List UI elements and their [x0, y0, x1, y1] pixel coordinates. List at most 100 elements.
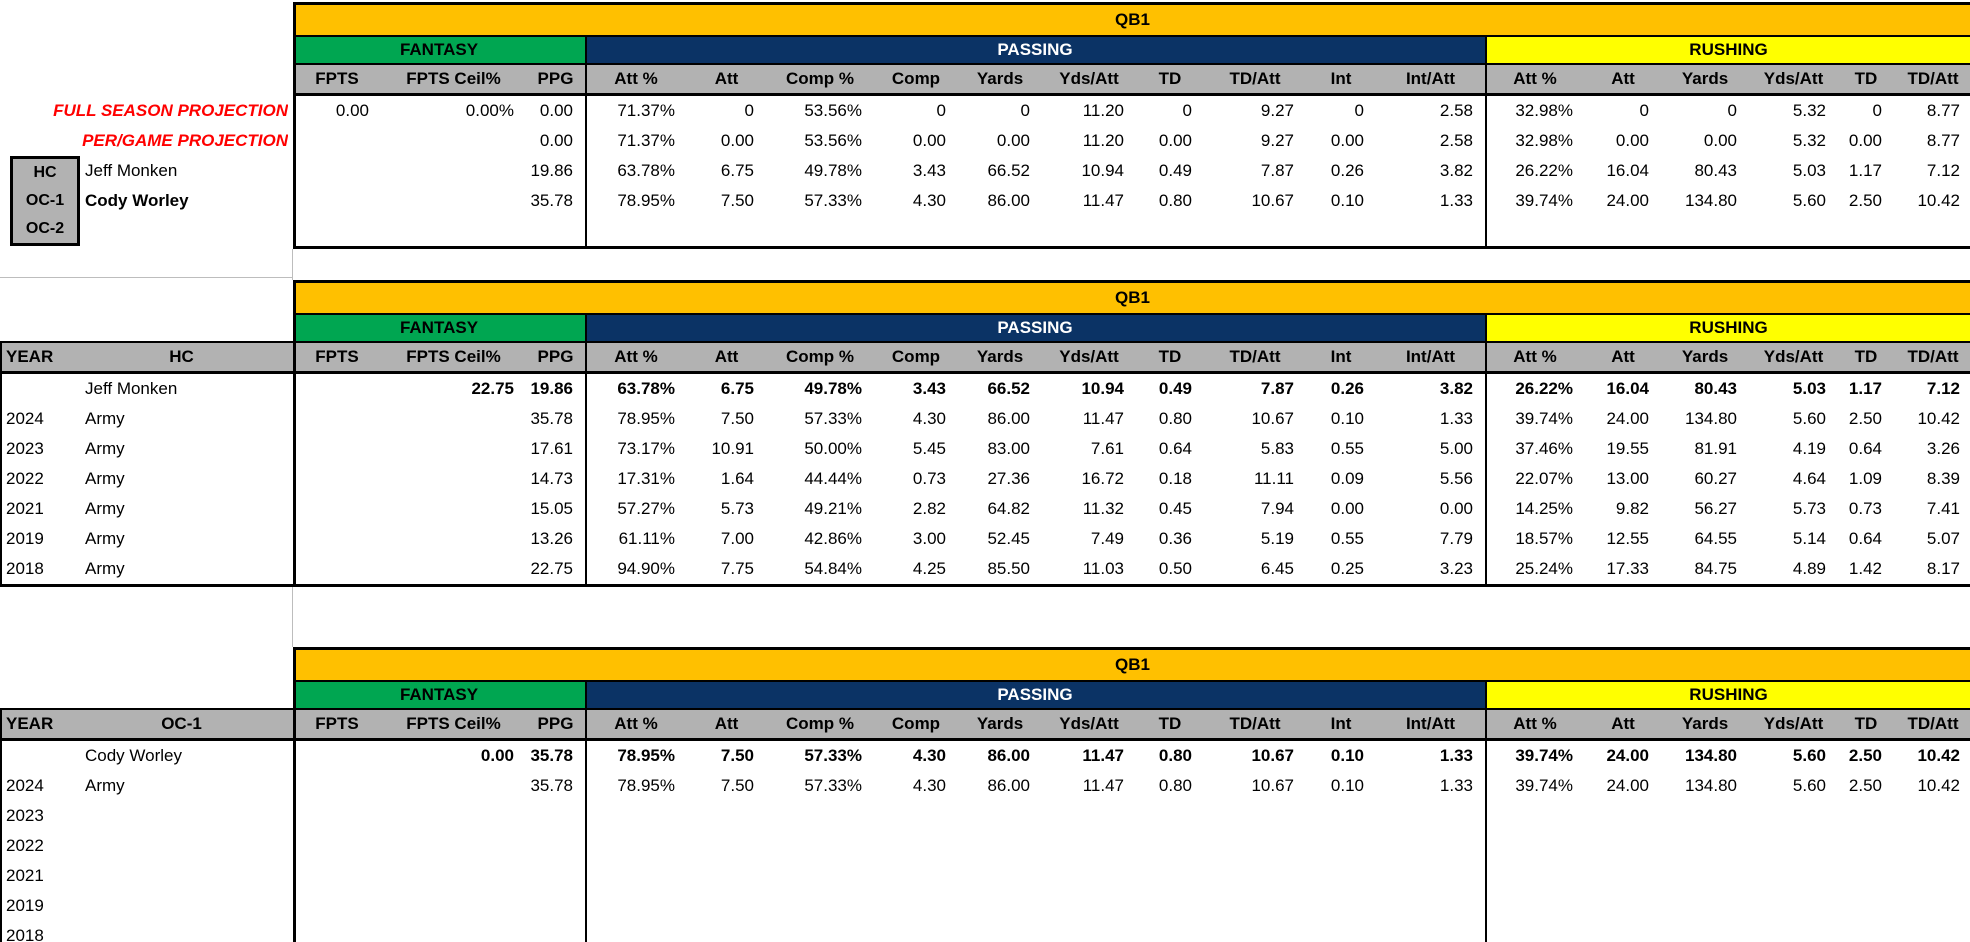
- stat-header-cell[interactable]: PPG: [526, 710, 585, 738]
- stat-header-cell[interactable]: Yards: [958, 343, 1042, 371]
- year-cell[interactable]: 2024: [6, 776, 44, 795]
- stat-cell[interactable]: 8.77: [1926, 101, 1960, 120]
- name-cell[interactable]: Jeff Monken: [85, 379, 178, 398]
- year-cell[interactable]: 2021: [6, 866, 44, 885]
- stat-cell[interactable]: 0.64: [1848, 439, 1882, 458]
- stat-cell[interactable]: 14.73: [530, 469, 573, 488]
- stat-cell[interactable]: 15.05: [530, 499, 573, 518]
- stat-cell[interactable]: 3.82: [1439, 161, 1473, 180]
- hc-name-cell[interactable]: Jeff Monken: [85, 161, 178, 180]
- fantasy-band[interactable]: FANTASY: [293, 315, 585, 341]
- stat-cell[interactable]: 0.49: [1158, 379, 1192, 398]
- stat-cell[interactable]: 5.03: [1792, 161, 1826, 180]
- stat-header-cell[interactable]: TD: [1136, 65, 1204, 93]
- stat-cell[interactable]: 0.50: [1158, 559, 1192, 578]
- stat-cell[interactable]: 7.75: [720, 559, 754, 578]
- stat-header-cell[interactable]: TD/Att: [1204, 710, 1306, 738]
- year-cell[interactable]: 2018: [6, 559, 44, 578]
- role-label-hc[interactable]: HC: [33, 164, 57, 181]
- stat-cell[interactable]: 35.78: [530, 191, 573, 210]
- stat-cell[interactable]: 57.33%: [804, 191, 862, 210]
- stat-cell[interactable]: 57.33%: [804, 776, 862, 795]
- stat-cell[interactable]: 5.60: [1792, 776, 1826, 795]
- stat-cell[interactable]: 27.36: [987, 469, 1030, 488]
- stat-cell[interactable]: 0.00%: [465, 101, 514, 120]
- stat-cell[interactable]: 57.33%: [804, 746, 862, 765]
- stat-header-cell[interactable]: Yards: [1661, 343, 1749, 371]
- stat-cell[interactable]: 9.27: [1260, 131, 1294, 150]
- stat-header-cell[interactable]: Comp: [874, 710, 958, 738]
- year-cell[interactable]: 2023: [6, 439, 44, 458]
- stat-cell[interactable]: 32.98%: [1515, 131, 1573, 150]
- stat-cell[interactable]: 0.09: [1330, 469, 1364, 488]
- stat-cell[interactable]: 54.84%: [804, 559, 862, 578]
- stat-cell[interactable]: 64.82: [987, 499, 1030, 518]
- stat-header-cell[interactable]: Att: [1585, 65, 1661, 93]
- stat-cell[interactable]: 0.10: [1330, 409, 1364, 428]
- name-cell[interactable]: Army: [85, 409, 125, 428]
- stat-cell[interactable]: 83.00: [987, 439, 1030, 458]
- stat-header-cell[interactable]: FPTS Ceil%: [381, 710, 526, 738]
- passing-band[interactable]: PASSING: [585, 682, 1485, 708]
- stat-cell[interactable]: 0.00: [1615, 131, 1649, 150]
- stat-cell[interactable]: 10.91: [711, 439, 754, 458]
- coach-header[interactable]: OC-1: [70, 710, 293, 738]
- stat-header-cell[interactable]: Comp: [874, 343, 958, 371]
- stat-cell[interactable]: 10.42: [1917, 191, 1960, 210]
- stat-cell[interactable]: 66.52: [987, 161, 1030, 180]
- stat-cell[interactable]: 0.80: [1158, 409, 1192, 428]
- oc1-name-cell[interactable]: Cody Worley: [85, 191, 189, 210]
- year-cell[interactable]: 2022: [6, 469, 44, 488]
- stat-cell[interactable]: 94.90%: [617, 559, 675, 578]
- stat-header-cell[interactable]: Att %: [1485, 65, 1585, 93]
- stat-cell[interactable]: 7.50: [720, 776, 754, 795]
- stat-cell[interactable]: 78.95%: [617, 191, 675, 210]
- name-cell[interactable]: Cody Worley: [85, 746, 182, 765]
- stat-cell[interactable]: 0.55: [1330, 439, 1364, 458]
- stat-header-cell[interactable]: Yds/Att: [1042, 343, 1136, 371]
- stat-cell[interactable]: 5.73: [720, 499, 754, 518]
- stat-header-cell[interactable]: FPTS Ceil%: [381, 343, 526, 371]
- stat-cell[interactable]: 86.00: [987, 191, 1030, 210]
- stat-cell[interactable]: 66.52: [987, 379, 1030, 398]
- stat-cell[interactable]: 35.78: [530, 776, 573, 795]
- stat-cell[interactable]: 39.74%: [1515, 409, 1573, 428]
- stat-cell[interactable]: 0.26: [1330, 161, 1364, 180]
- stat-cell[interactable]: 0.00: [539, 101, 573, 120]
- stat-cell[interactable]: 56.27: [1694, 499, 1737, 518]
- stat-cell[interactable]: 0.64: [1848, 529, 1882, 548]
- stat-header-cell[interactable]: FPTS: [293, 65, 381, 93]
- stat-cell[interactable]: 0.00: [1330, 499, 1364, 518]
- stat-cell[interactable]: 18.57%: [1515, 529, 1573, 548]
- stat-cell[interactable]: 57.27%: [617, 499, 675, 518]
- year-cell[interactable]: 2018: [6, 926, 44, 942]
- stat-header-cell[interactable]: Att %: [1485, 343, 1585, 371]
- stat-header-cell[interactable]: TD/Att: [1894, 65, 1970, 93]
- stat-cell[interactable]: 8.39: [1926, 469, 1960, 488]
- stat-cell[interactable]: 71.37%: [617, 101, 675, 120]
- stat-cell[interactable]: 11.47: [1082, 409, 1124, 428]
- stat-cell[interactable]: 71.37%: [617, 131, 675, 150]
- stat-header-cell[interactable]: Comp %: [766, 710, 874, 738]
- stat-cell[interactable]: 11.20: [1082, 131, 1124, 150]
- stat-cell[interactable]: 0: [1639, 101, 1649, 120]
- stat-cell[interactable]: 5.60: [1792, 409, 1826, 428]
- stat-cell[interactable]: 24.00: [1606, 409, 1649, 428]
- year-cell[interactable]: 2024: [6, 409, 44, 428]
- stat-cell[interactable]: 26.22%: [1515, 161, 1573, 180]
- stat-cell[interactable]: 24.00: [1606, 776, 1649, 795]
- stat-cell[interactable]: 7.87: [1260, 379, 1294, 398]
- stat-cell[interactable]: 16.04: [1606, 379, 1649, 398]
- stat-cell[interactable]: 9.82: [1615, 499, 1649, 518]
- stat-cell[interactable]: 17.33: [1606, 559, 1649, 578]
- stat-header-cell[interactable]: TD/Att: [1894, 710, 1970, 738]
- stat-header-cell[interactable]: FPTS Ceil%: [381, 65, 526, 93]
- stat-cell[interactable]: 5.60: [1792, 191, 1826, 210]
- passing-band[interactable]: PASSING: [585, 315, 1485, 341]
- stat-cell[interactable]: 7.50: [720, 409, 754, 428]
- year-header[interactable]: YEAR: [0, 710, 70, 738]
- stat-cell[interactable]: 7.50: [720, 746, 754, 765]
- stat-cell[interactable]: 13.00: [1606, 469, 1649, 488]
- stat-cell[interactable]: 0.55: [1330, 529, 1364, 548]
- stat-cell[interactable]: 86.00: [987, 409, 1030, 428]
